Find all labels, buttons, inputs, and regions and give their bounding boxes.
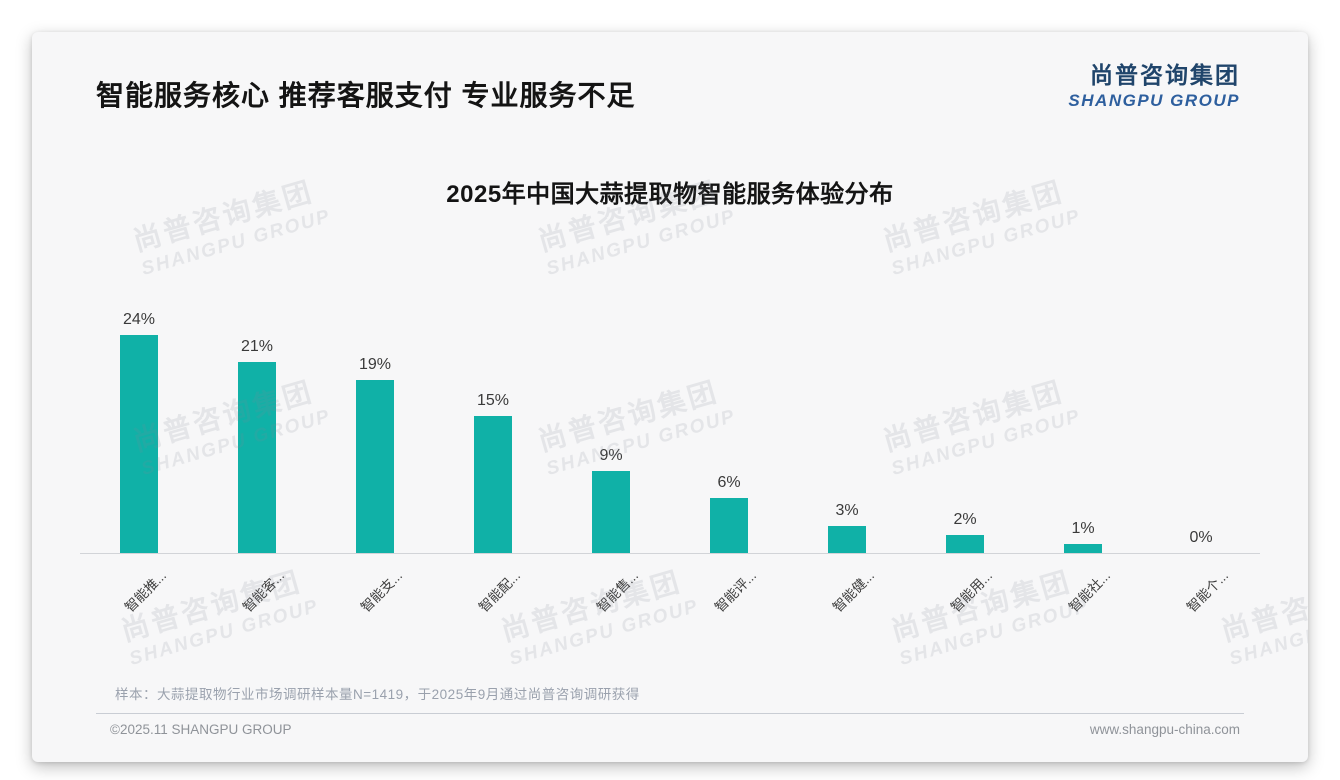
x-tick-label: 智能社... [1066,567,1114,616]
watermark-text-cn: 尚普咨询集团 [534,175,723,257]
watermark-text-en: SHANGPU GROUP [139,205,334,280]
watermark-text-en: SHANGPU GROUP [1227,596,1308,670]
watermark-text-en: SHANGPU GROUP [507,595,702,670]
x-tick-label: 智能推... [122,567,170,616]
bar-value-label: 24% [122,311,156,328]
bar [238,362,276,553]
bar [946,535,984,553]
bar-value-label: 1% [1071,520,1095,537]
watermark-text-en: SHANGPU GROUP [544,405,739,480]
x-axis-line [80,553,1260,554]
bar-value-label: 21% [240,338,274,355]
footer-copyright: ©2025.11 SHANGPU GROUP [110,722,292,737]
watermark-text-cn: 尚普咨询集团 [1217,565,1308,647]
x-tick-label: 智能个... [1184,567,1232,616]
bar-value-label: 9% [599,447,623,464]
bar-value-label: 0% [1189,529,1213,546]
x-tick-label: 智能用... [948,567,996,616]
bar-value-label: 15% [476,392,510,409]
bar-value-label: 3% [835,502,859,519]
chart-title: 2025年中国大蒜提取物智能服务体验分布 [446,181,894,208]
bar [474,416,512,553]
footer-website: www.shangpu-china.com [1089,722,1240,737]
bar [356,380,394,553]
watermark-text-en: SHANGPU GROUP [889,205,1084,280]
watermark-text-cn: 尚普咨询集团 [117,565,306,647]
watermark-text-cn: 尚普咨询集团 [129,175,318,257]
watermark-text-cn: 尚普咨询集团 [534,375,723,457]
bar-value-label: 2% [953,511,977,528]
logo-text-en: SHANGPU GROUP [1068,91,1240,110]
bar [592,471,630,553]
bar-value-label: 6% [717,474,741,491]
watermark-text-en: SHANGPU GROUP [897,595,1092,670]
logo-text-cn: 尚普咨询集团 [1090,62,1240,88]
bar-chart: 24% 智能推... 21% 智能客... 19% 智能支... 15% 智能配... 9% 智能… [32,32,1308,762]
bar [1064,544,1102,553]
bar-value-label: 19% [358,356,392,373]
watermark-text-en: SHANGPU GROUP [889,405,1084,480]
x-tick-label: 智能评... [712,567,760,616]
footer-divider [96,713,1244,714]
x-tick-label: 智能健... [830,567,878,616]
x-tick-label: 智能配... [476,567,524,616]
watermark-text-cn: 尚普咨询集团 [879,175,1068,257]
x-tick-label: 智能客... [240,567,288,616]
bar [828,526,866,553]
x-tick-label: 智能售... [594,567,642,616]
page-title: 智能服务核心 推荐客服支付 专业服务不足 [96,80,636,111]
x-tick-label: 智能支... [358,567,406,616]
watermark-text-cn: 尚普咨询集团 [879,375,1068,457]
sample-footnote: 样本：大蒜提取物行业市场调研样本量N=1419，于2025年9月通过尚普咨询调研… [115,687,640,702]
company-logo: 尚普咨询集团 SHANGPU GROUP [1068,56,1240,111]
bar [120,335,158,553]
slide-card: 智能服务核心 推荐客服支付 专业服务不足 尚普咨询集团 SHANGPU GROU… [32,32,1308,762]
watermark-text-en: SHANGPU GROUP [544,205,739,280]
bar [710,498,748,553]
